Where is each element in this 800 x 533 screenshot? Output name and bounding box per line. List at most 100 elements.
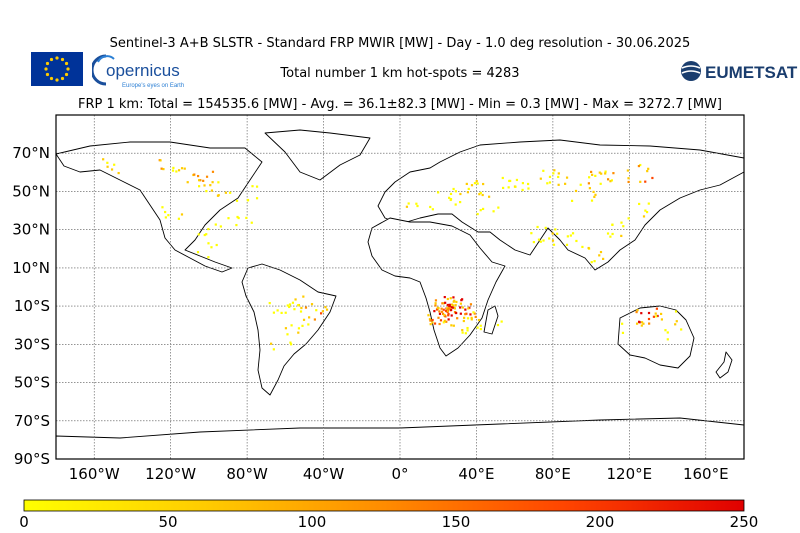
lat-tick-label: 10°S <box>14 297 50 315</box>
fire-hotspot <box>604 170 607 173</box>
fire-hotspot <box>450 303 454 306</box>
fire-hotspot <box>469 303 473 306</box>
fire-hotspot <box>217 181 220 184</box>
fire-hotspot <box>431 318 434 322</box>
fire-hotspot <box>299 310 303 313</box>
fire-hotspot <box>644 180 647 183</box>
fire-hotspot <box>470 184 474 187</box>
fire-hotspot <box>449 297 452 300</box>
fire-hotspot <box>620 221 623 224</box>
fire-hotspot <box>207 256 210 259</box>
colorbar-tick-label: 250 <box>729 513 759 531</box>
fire-hotspot <box>598 171 601 174</box>
fire-hotspot <box>321 310 324 313</box>
fire-hotspot <box>255 185 259 188</box>
lon-tick-label: 0° <box>391 465 408 483</box>
fire-hotspot <box>308 316 311 319</box>
lon-tick-label: 80°W <box>226 465 268 483</box>
fire-hotspot <box>627 180 630 184</box>
fire-hotspot <box>435 308 439 311</box>
fire-hotspot <box>479 209 482 212</box>
fire-hotspot <box>465 182 468 186</box>
eu-star <box>64 61 69 66</box>
fire-hotspots <box>102 158 683 351</box>
fire-hotspot <box>427 314 430 317</box>
fire-hotspot <box>443 295 446 299</box>
fire-hotspot <box>664 329 667 332</box>
fire-hotspot <box>447 307 450 311</box>
fire-hotspot <box>272 311 276 314</box>
fire-hotspot <box>205 233 208 236</box>
fire-hotspot <box>551 232 554 235</box>
lat-tick-label: 70°N <box>12 144 50 162</box>
fire-hotspot <box>219 225 222 228</box>
fire-hotspot <box>666 338 669 341</box>
fire-hotspot <box>164 216 167 219</box>
fire-hotspot <box>293 308 296 311</box>
fire-hotspot <box>207 242 210 245</box>
fire-hotspot <box>565 243 569 246</box>
fire-hotspot <box>609 235 612 238</box>
fire-hotspot <box>284 311 287 314</box>
fire-hotspot <box>466 329 469 332</box>
map-title: Sentinel-3 A+B SLSTR - Standard FRP MWIR… <box>109 36 691 51</box>
fire-hotspot <box>551 239 555 242</box>
fire-hotspot <box>461 306 464 309</box>
fire-hotspot <box>594 193 597 196</box>
fire-hotspot <box>304 306 308 309</box>
fire-hotspot <box>290 324 293 327</box>
fire-hotspot <box>626 169 629 172</box>
lon-tick-label: 40°W <box>303 465 345 483</box>
fire-hotspot <box>521 182 525 185</box>
fire-hotspot <box>570 199 574 202</box>
fire-hotspot <box>297 327 301 330</box>
fire-hotspot <box>479 327 482 331</box>
fire-hotspot <box>600 172 603 175</box>
fire-hotspot <box>604 172 607 175</box>
fire-hotspot <box>556 232 559 235</box>
fire-hotspot <box>592 190 595 194</box>
lon-tick-label: 120°E <box>607 465 653 483</box>
fire-hotspot <box>574 189 578 193</box>
fire-hotspot <box>196 174 200 178</box>
fire-hotspot <box>579 183 582 186</box>
map-land <box>56 129 744 459</box>
fire-hotspot <box>477 318 481 322</box>
fire-hotspot <box>544 226 547 229</box>
fire-hotspot <box>319 312 323 315</box>
fire-hotspot <box>500 320 503 323</box>
fire-hotspot <box>446 303 449 307</box>
fire-hotspot <box>459 200 462 204</box>
fire-hotspot <box>456 317 459 320</box>
lat-tick-label: 30°S <box>14 335 50 353</box>
fire-hotspot <box>236 215 239 219</box>
fire-hotspot <box>454 190 458 193</box>
fire-hotspot <box>636 309 639 312</box>
eu-star <box>55 78 59 82</box>
fire-hotspot <box>655 315 658 318</box>
fire-hotspot <box>557 175 560 179</box>
fire-hotspot <box>599 250 603 254</box>
fire-hotspot <box>450 324 453 327</box>
fire-hotspot <box>214 223 217 226</box>
fire-hotspot <box>229 191 232 194</box>
fire-hotspot <box>581 245 584 249</box>
fire-hotspot <box>566 235 569 238</box>
fire-hotspot <box>602 257 605 261</box>
fire-hotspot <box>297 304 300 307</box>
fire-hotspot <box>407 202 410 205</box>
fire-hotspot <box>638 202 641 206</box>
fire-hotspot <box>606 178 610 181</box>
fire-hotspot <box>542 169 545 172</box>
fire-hotspot <box>536 225 539 229</box>
fire-hotspot <box>102 158 105 161</box>
fire-hotspot <box>210 189 214 192</box>
eu-star <box>64 72 69 77</box>
fire-hotspot <box>183 167 186 170</box>
fire-hotspot <box>476 212 479 216</box>
fire-hotspot <box>211 170 215 173</box>
fire-hotspot <box>448 306 451 310</box>
lat-tick-label: 90°S <box>14 450 50 468</box>
fire-hotspot <box>276 309 279 312</box>
fire-hotspot <box>439 319 443 322</box>
